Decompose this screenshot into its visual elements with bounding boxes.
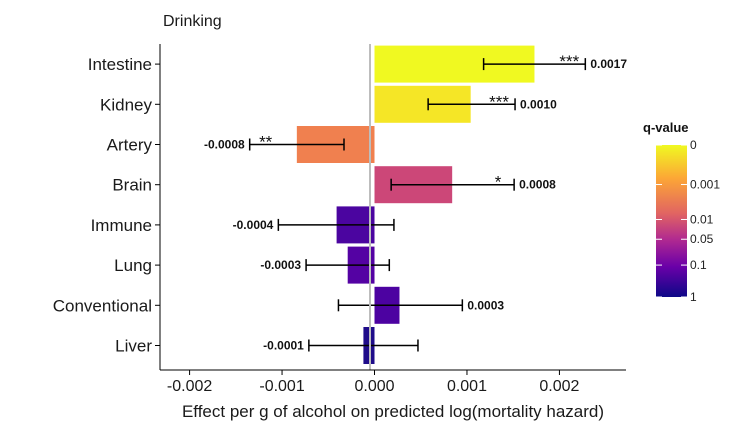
y-axis-categories: Intestine Kidney Artery Brain Immune Lung Conv… bbox=[53, 55, 160, 356]
legend-title: q-value bbox=[643, 120, 689, 135]
significance-kidney: *** bbox=[489, 92, 509, 111]
value-label-lung: -0.0003 bbox=[260, 258, 301, 272]
legend-label: 0.1 bbox=[690, 258, 707, 272]
value-label-brain: 0.0008 bbox=[519, 178, 556, 192]
chart-title: Drinking bbox=[163, 13, 222, 30]
value-label-immune: -0.0004 bbox=[233, 218, 274, 232]
legend-label: 1 bbox=[690, 290, 697, 304]
x-axis-label: Effect per g of alcohol on predicted log… bbox=[182, 402, 604, 421]
category-label-liver: Liver bbox=[115, 337, 152, 356]
category-label-artery: Artery bbox=[107, 136, 153, 155]
category-label-kidney: Kidney bbox=[100, 95, 152, 114]
value-label-artery: -0.0008 bbox=[204, 138, 245, 152]
significance-intestine: *** bbox=[559, 52, 579, 71]
value-label-conventional: 0.0003 bbox=[467, 298, 504, 312]
value-label-intestine: 0.0017 bbox=[590, 57, 627, 71]
category-label-brain: Brain bbox=[112, 176, 152, 195]
category-label-immune: Immune bbox=[91, 216, 152, 235]
category-label-conventional: Conventional bbox=[53, 296, 152, 315]
x-tick-label: -0.002 bbox=[167, 378, 212, 395]
x-tick-label: 0.001 bbox=[447, 378, 487, 395]
value-label-kidney: 0.0010 bbox=[520, 97, 557, 111]
legend: q-value 0 0.001 0.01 0.05 0.1 1 bbox=[643, 120, 720, 304]
significance-artery: ** bbox=[259, 133, 273, 152]
value-label-liver: -0.0001 bbox=[263, 339, 304, 353]
significance-brain: * bbox=[495, 173, 502, 192]
category-label-intestine: Intestine bbox=[88, 55, 152, 74]
legend-label: 0.05 bbox=[690, 232, 714, 246]
annotations-layer: 0.0017 *** 0.0010 *** -0.0008 ** 0.0008 * -0.000… bbox=[204, 52, 627, 352]
category-label-lung: Lung bbox=[114, 256, 152, 275]
x-axis-ticks: -0.002 -0.001 0.000 0.001 0.002 bbox=[167, 370, 580, 395]
legend-ticks: 0 0.001 0.01 0.05 0.1 1 bbox=[656, 138, 720, 304]
x-tick-label: -0.001 bbox=[259, 378, 304, 395]
x-tick-label: 0.002 bbox=[539, 378, 579, 395]
legend-colorbar bbox=[656, 145, 687, 297]
x-tick-label: 0.000 bbox=[354, 378, 394, 395]
legend-label: 0.01 bbox=[690, 212, 714, 226]
legend-label: 0 bbox=[690, 138, 697, 152]
legend-label: 0.001 bbox=[690, 178, 720, 192]
error-bars-layer bbox=[248, 58, 587, 352]
